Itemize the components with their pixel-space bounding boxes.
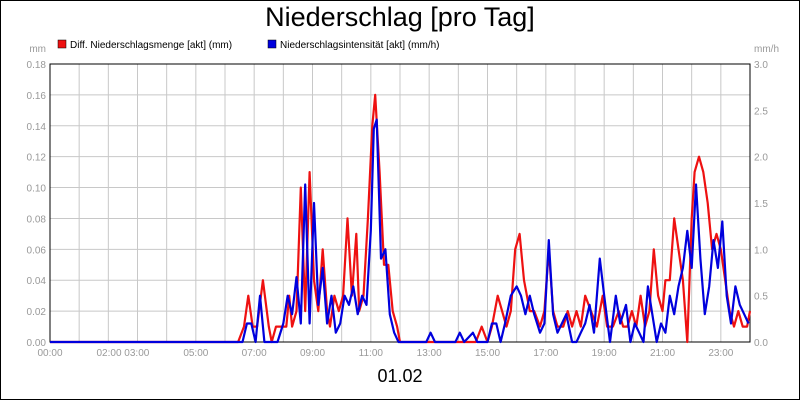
x-tick-label: 07:00 xyxy=(242,348,267,359)
x-tick-label: 17:00 xyxy=(533,348,558,359)
y-left-tick-label: 0.14 xyxy=(27,122,47,133)
legend-label: Diff. Niederschlagsmenge [akt] (mm) xyxy=(70,40,232,51)
y-axis-right: 0.0 0.5 1.0 1.5 2.0 2.5 3.0 mm/h xyxy=(754,44,779,349)
y-left-tick-label: 0.10 xyxy=(27,184,47,195)
x-axis: 00:00 02:00 03:00 05:00 07:00 09:00 11:00 13:0… xyxy=(37,348,733,359)
x-tick-label: 19:00 xyxy=(592,348,617,359)
chart-title: Niederschlag [pro Tag] xyxy=(265,2,535,32)
y-left-tick-label: 0.00 xyxy=(27,338,47,349)
x-tick-label: 21:00 xyxy=(650,348,675,359)
y-right-tick-label: 2.0 xyxy=(754,153,768,164)
legend-swatch xyxy=(267,39,277,49)
date-label: 01.02 xyxy=(377,366,423,386)
x-tick-label: 11:00 xyxy=(359,348,384,359)
y-right-tick-label: 0.5 xyxy=(754,292,768,303)
y-left-tick-label: 0.12 xyxy=(27,153,47,164)
grid-lines xyxy=(50,63,750,343)
series-line-intensity xyxy=(50,118,750,344)
y-left-tick-label: 0.08 xyxy=(27,214,47,225)
series-layer xyxy=(50,93,752,344)
y-right-tick-label: 0.0 xyxy=(754,338,768,349)
y-left-tick-label: 0.16 xyxy=(27,91,47,102)
x-tick-label: 23:00 xyxy=(708,348,733,359)
y-left-tick-label: 0.06 xyxy=(27,245,47,256)
y-left-unit: mm xyxy=(29,44,46,55)
x-tick-label: 15:00 xyxy=(475,348,500,359)
x-tick-label: 13:00 xyxy=(417,348,442,359)
y-left-tick-label: 0.18 xyxy=(27,60,47,71)
x-tick-label: 09:00 xyxy=(300,348,325,359)
y-right-unit: mm/h xyxy=(754,44,779,55)
series-line-amount xyxy=(50,93,752,344)
y-right-tick-label: 3.0 xyxy=(754,60,768,71)
x-tick-label: 05:00 xyxy=(183,348,208,359)
legend-label: Niederschlagsintensität [akt] (mm/h) xyxy=(280,40,440,51)
y-axis-left: 0.00 0.02 0.04 0.06 0.08 0.10 0.12 0.14 0.16 0.18… xyxy=(27,44,47,349)
x-tick-label: 00:00 xyxy=(37,348,62,359)
y-right-tick-label: 1.0 xyxy=(754,245,768,256)
y-right-tick-label: 1.5 xyxy=(754,199,768,210)
legend-swatch xyxy=(57,39,67,49)
y-left-tick-label: 0.04 xyxy=(27,276,47,287)
y-right-tick-label: 2.5 xyxy=(754,106,768,117)
x-tick-label: 02:00 03:00 xyxy=(97,348,150,359)
legend: Diff. Niederschlagsmenge [akt] (mm) Niede… xyxy=(57,39,440,51)
y-left-tick-label: 0.02 xyxy=(27,307,47,318)
